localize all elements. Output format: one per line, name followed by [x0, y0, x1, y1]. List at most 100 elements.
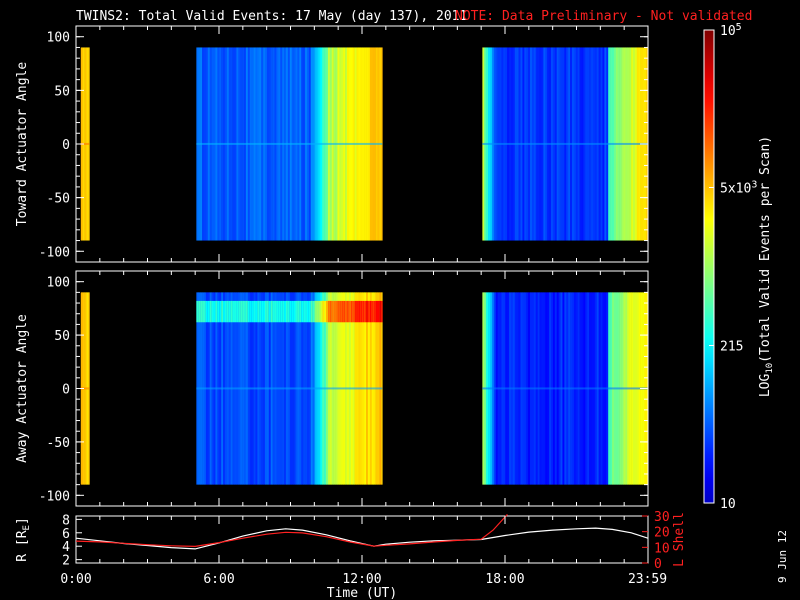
data-band	[320, 300, 323, 323]
data-band	[329, 300, 333, 323]
y-axis-label: Away Actuator Angle	[15, 314, 30, 463]
data-band	[299, 300, 302, 323]
data-band	[200, 300, 203, 323]
data-band	[209, 300, 212, 323]
data-band	[263, 300, 266, 323]
data-band	[211, 300, 214, 323]
data-band	[367, 300, 371, 323]
data-band	[316, 300, 319, 323]
data-band	[369, 300, 373, 323]
data-band	[276, 300, 279, 323]
data-band	[244, 300, 247, 323]
zero-trace	[80, 142, 90, 145]
data-band	[291, 300, 294, 323]
y-tick-label: 100	[47, 276, 70, 291]
data-band	[339, 300, 342, 323]
data-band	[253, 300, 256, 323]
data-band	[305, 300, 308, 323]
y-tick-label: -50	[47, 192, 70, 207]
data-band	[223, 300, 226, 323]
y-tick-label: 2	[62, 554, 70, 569]
data-band	[293, 300, 296, 323]
data-band	[259, 300, 262, 323]
data-block	[482, 47, 649, 241]
date-stamp: 9 Jun 12	[776, 530, 789, 583]
data-band	[232, 300, 235, 323]
data-band	[287, 300, 291, 323]
data-band	[215, 300, 218, 323]
zero-trace	[196, 387, 383, 390]
data-band	[341, 300, 344, 323]
data-band	[270, 300, 273, 323]
data-band	[257, 300, 260, 323]
data-band	[219, 300, 222, 323]
data-band	[261, 300, 264, 323]
data-band	[362, 300, 365, 323]
data-band	[207, 300, 211, 323]
data-band	[318, 300, 321, 323]
colorbar: 10 215 5x103 105 LOG10(Total Valid Events pe…	[703, 22, 775, 512]
preliminary-note: NOTE: Data Preliminary - Not validated	[455, 9, 752, 24]
data-band	[242, 300, 245, 323]
colorbar-tick-label: 5x103	[720, 180, 757, 197]
data-band	[234, 300, 237, 323]
data-band	[295, 300, 298, 323]
data-band	[366, 300, 369, 323]
colorbar-tick-label: 10	[720, 497, 736, 512]
data-band	[346, 300, 350, 323]
data-band	[373, 300, 376, 323]
y-tick-label: 0	[62, 138, 70, 153]
y2-tick-label: 20	[654, 526, 670, 541]
data-band	[310, 300, 313, 323]
data-band	[331, 300, 334, 323]
data-band	[245, 300, 249, 323]
data-band	[350, 300, 354, 323]
y2-tick-label: 30	[654, 510, 670, 525]
r-axis-label: R [RE]	[15, 517, 32, 562]
data-band	[360, 300, 363, 323]
data-band	[364, 300, 367, 323]
data-band	[343, 300, 346, 323]
lshell-series-line	[76, 513, 508, 548]
data-block	[482, 292, 649, 485]
data-band	[202, 300, 205, 323]
toward-panel: 100 50 0 -50 -100 Toward Actuator Angle	[15, 25, 649, 263]
data-band	[282, 300, 285, 323]
figure-title: TWINS2: Total Valid Events: 17 May (day …	[76, 9, 467, 24]
y2-tick-label: 0	[654, 557, 662, 572]
y-tick-label: 4	[62, 540, 70, 555]
data-band	[265, 300, 268, 323]
data-band	[335, 300, 338, 323]
data-band	[251, 300, 254, 323]
data-band	[297, 300, 300, 323]
data-band	[285, 300, 289, 323]
data-band	[224, 300, 228, 323]
zero-trace	[482, 387, 648, 390]
data-band	[326, 300, 329, 323]
data-band	[268, 300, 272, 323]
y2-tick-label: 10	[654, 541, 670, 556]
data-band	[371, 300, 374, 323]
data-band	[301, 300, 304, 323]
data-band	[221, 300, 224, 323]
data-band	[205, 300, 209, 323]
y-tick-label: 0	[62, 383, 70, 398]
data-band	[236, 300, 239, 323]
y-axis-label: Toward Actuator Angle	[15, 62, 30, 227]
zero-trace	[482, 142, 648, 145]
data-band	[314, 300, 317, 323]
colorbar-tick-label: 215	[720, 339, 743, 354]
x-tick-label: 18:00	[485, 572, 524, 587]
colorbar-label: LOG10(Total Valid Events per Scan)	[758, 136, 775, 397]
data-band	[358, 300, 361, 323]
zero-trace	[196, 142, 383, 145]
data-band	[228, 300, 231, 323]
data-band	[308, 300, 312, 323]
data-band	[226, 300, 230, 323]
y-tick-label: 50	[54, 84, 70, 99]
data-block	[196, 47, 383, 241]
data-band	[322, 300, 325, 323]
data-band	[356, 300, 359, 323]
data-band	[377, 300, 380, 323]
